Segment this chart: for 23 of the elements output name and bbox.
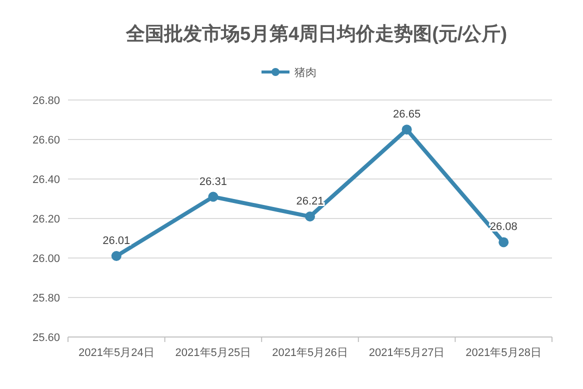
data-label: 26.21 (296, 196, 324, 208)
chart-title: 全国批发市场5月第4周日均价走势图(元/公斤) (124, 23, 508, 45)
y-tick-label: 26.60 (32, 134, 60, 146)
x-tick-label: 2021年5月28日 (466, 347, 542, 359)
point (111, 251, 122, 262)
data-label: 26.01 (102, 235, 130, 248)
point (402, 124, 412, 135)
legend-label: 猪肉 (294, 66, 316, 79)
data-label: 26.65 (393, 108, 421, 121)
x-tick-label: 2021年5月24日 (78, 347, 154, 359)
y-tick-label: 26.40 (32, 174, 60, 186)
x-tick-label: 2021年5月26日 (272, 347, 348, 359)
y-tick-label: 25.60 (32, 332, 60, 344)
point (305, 212, 315, 222)
y-tick-label: 26.20 (32, 214, 60, 226)
point (208, 192, 218, 202)
x-tick-label: 2021年5月27日 (368, 347, 445, 359)
x-tick-label: 2021年5月25日 (175, 347, 252, 359)
y-tick-label: 25.80 (32, 292, 60, 304)
point (498, 237, 509, 248)
y-tick-label: 26.00 (32, 253, 60, 265)
data-label: 26.31 (199, 176, 227, 188)
y-tick-label: 26.80 (32, 95, 60, 107)
